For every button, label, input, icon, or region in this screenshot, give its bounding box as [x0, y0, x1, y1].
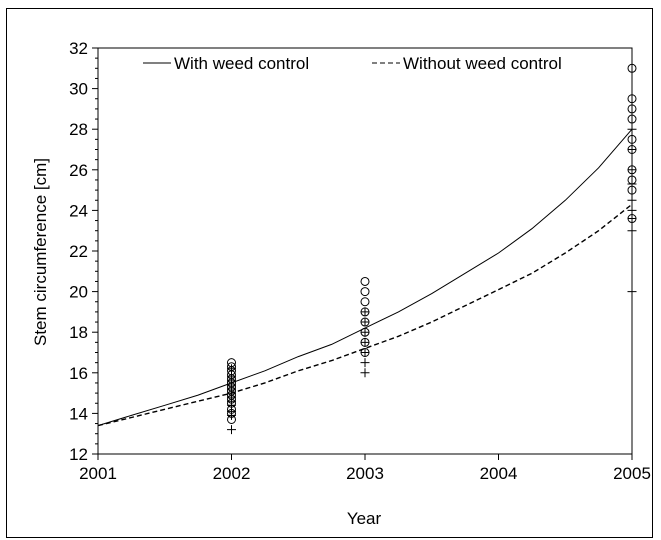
- data-point-without-weed-control: [360, 327, 370, 337]
- x-tick-label: 2002: [213, 464, 251, 483]
- y-tick-label: 12: [69, 445, 88, 464]
- data-point-without-weed-control: [627, 145, 637, 154]
- y-tick-label: 30: [69, 80, 88, 99]
- y-tick-label: 28: [69, 120, 88, 139]
- y-axis-title: Stem circumference [cm]: [31, 158, 50, 346]
- y-tick-label: 20: [69, 283, 88, 302]
- legend-label-without-weed-control: Without weed control: [403, 54, 562, 73]
- data-point-without-weed-control: [360, 358, 370, 368]
- y-tick-label: 18: [69, 323, 88, 342]
- data-point-without-weed-control: [627, 214, 637, 224]
- x-tick-label: 2005: [613, 464, 651, 483]
- x-tick-label: 2001: [79, 464, 117, 483]
- x-axis-title: Year: [347, 509, 382, 528]
- data-point-with-weed-control: [360, 276, 370, 286]
- data-point-without-weed-control: [227, 425, 236, 435]
- data-point-with-weed-control: [627, 114, 637, 124]
- data-point-without-weed-control: [627, 179, 637, 189]
- data-point-without-weed-control: [627, 195, 637, 205]
- y-tick-label: 26: [69, 161, 88, 180]
- data-point-without-weed-control: [360, 307, 370, 317]
- figure-frame: [6, 8, 653, 538]
- data-point-without-weed-control: [627, 205, 637, 215]
- data-point-with-weed-control: [627, 134, 637, 144]
- axes: 12 14 16 18 20 22 24 26 28 30 32 2001 2002 2003 2004 20…: [69, 39, 651, 483]
- y-tick-label: 14: [69, 404, 88, 423]
- data-point-without-weed-control: [627, 124, 637, 134]
- x-tick-label: 2004: [480, 464, 518, 483]
- data-point-without-weed-control: [227, 410, 236, 420]
- data-point-without-weed-control: [360, 348, 370, 357]
- data-point-with-weed-control: [627, 63, 637, 73]
- legend-label-with-weed-control: With weed control: [174, 54, 309, 73]
- data-point-without-weed-control: [360, 337, 370, 347]
- data-point-with-weed-control: [360, 297, 370, 307]
- data-point-with-weed-control: [627, 104, 637, 114]
- data-markers: [227, 63, 637, 435]
- data-point-without-weed-control: [627, 165, 637, 175]
- y-tick-label: 24: [69, 201, 88, 220]
- series-line-without-weed-control: [97, 203, 633, 427]
- data-point-without-weed-control: [227, 364, 236, 374]
- data-point-with-weed-control: [627, 94, 637, 104]
- y-tick-label: 16: [69, 364, 88, 383]
- data-point-without-weed-control: [627, 287, 637, 297]
- data-point-without-weed-control: [360, 317, 370, 327]
- y-tick-label: 22: [69, 242, 88, 261]
- y-tick-label: 32: [69, 39, 88, 58]
- plot-area-border: [97, 47, 633, 455]
- x-tick-label: 2003: [346, 464, 384, 483]
- legend: With weed control Without weed control: [143, 54, 562, 73]
- data-point-without-weed-control: [360, 368, 370, 378]
- data-point-without-weed-control: [627, 226, 637, 236]
- data-point-with-weed-control: [360, 287, 370, 297]
